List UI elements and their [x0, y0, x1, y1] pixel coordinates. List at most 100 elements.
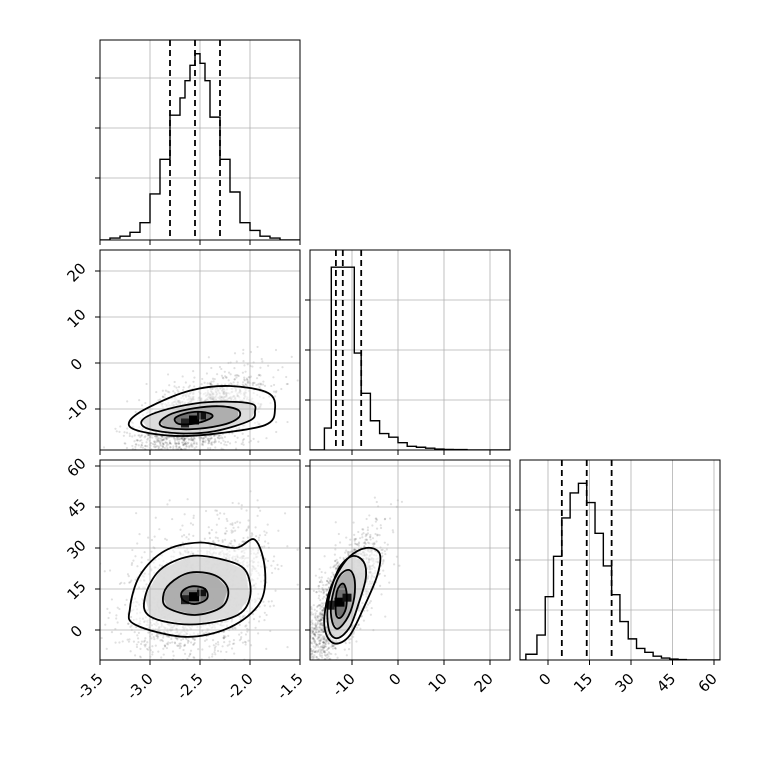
scatter-point — [166, 446, 169, 450]
scatter-point — [321, 641, 324, 644]
scatter-point — [373, 496, 376, 499]
scatter-point — [325, 674, 327, 676]
scatter-point — [221, 376, 224, 379]
scatter-point — [206, 382, 209, 385]
scatter-point — [245, 624, 248, 627]
scatter-point — [334, 647, 337, 650]
scatter-point — [162, 442, 165, 446]
scatter-point — [192, 637, 195, 640]
scatter-point — [356, 543, 359, 546]
scatter-point — [157, 445, 160, 448]
scatter-point — [359, 627, 362, 630]
scatter-point — [147, 663, 149, 665]
scatter-point — [114, 627, 117, 631]
scatter-point — [276, 718, 278, 720]
scatter-point — [275, 421, 278, 424]
scatter-point — [259, 366, 262, 369]
scatter-point — [246, 382, 249, 385]
scatter-point — [224, 538, 227, 541]
scatter-point — [233, 626, 236, 629]
scatter-point — [106, 473, 108, 475]
scatter-point — [275, 390, 278, 393]
scatter-point — [174, 437, 177, 440]
scatter-point — [220, 374, 224, 377]
scatter-point — [242, 352, 245, 355]
scatter-point — [165, 642, 168, 645]
scatter-point — [252, 437, 255, 440]
scatter-point — [155, 437, 158, 440]
scatter-point — [146, 445, 149, 448]
scatter-point — [312, 632, 315, 635]
scatter-point — [218, 437, 221, 440]
scatter-point — [133, 440, 136, 443]
scatter-point — [160, 451, 162, 453]
scatter-point — [144, 435, 147, 438]
scatter-point — [161, 469, 163, 471]
scatter-point — [216, 436, 220, 440]
scatter-point — [100, 636, 103, 640]
scatter-point — [270, 571, 274, 575]
scatter-point — [225, 376, 228, 379]
scatter-point — [153, 638, 156, 641]
scatter-point — [224, 527, 227, 530]
scatter-point — [214, 440, 217, 443]
scatter-point — [220, 367, 223, 371]
scatter-point — [247, 380, 250, 383]
scatter-point — [243, 640, 246, 643]
scatter-point — [181, 437, 184, 440]
scatter-point — [162, 438, 166, 441]
scatter-point — [217, 434, 221, 437]
scatter-point — [186, 641, 190, 644]
scatter-point — [157, 446, 160, 449]
scatter-point — [130, 624, 133, 627]
scatter-point — [264, 558, 267, 561]
scatter-point — [147, 558, 150, 561]
scatter-point — [110, 631, 114, 634]
scatter-point — [144, 645, 147, 648]
scatter-point — [186, 442, 189, 445]
scatter-point — [168, 441, 172, 444]
scatter-point — [322, 592, 325, 595]
scatter-point — [154, 445, 158, 448]
scatter-point — [233, 378, 236, 381]
scatter-point — [262, 600, 265, 603]
scatter-point — [320, 570, 323, 574]
scatter-point — [318, 640, 321, 643]
scatter-point — [140, 439, 143, 442]
scatter-point — [243, 378, 246, 381]
scatter-point — [220, 436, 223, 439]
scatter-point — [162, 672, 164, 674]
scatter-point — [185, 443, 188, 446]
scatter-point — [150, 633, 154, 636]
scatter-point — [183, 437, 186, 440]
scatter-point — [227, 371, 231, 374]
scatter-point — [242, 437, 246, 441]
scatter-point — [115, 614, 118, 617]
scatter-point — [368, 536, 372, 539]
scatter-point — [145, 441, 148, 444]
scatter-point — [204, 435, 207, 438]
scatter-point — [191, 443, 194, 447]
scatter-point — [168, 499, 171, 502]
scatter-point — [246, 627, 249, 631]
scatter-point — [263, 545, 266, 548]
scatter-point — [161, 639, 164, 643]
scatter-point — [145, 647, 149, 651]
scatter-point — [120, 581, 123, 584]
scatter-point — [186, 657, 189, 660]
scatter-point — [167, 472, 169, 474]
scatter-point — [154, 452, 156, 454]
scatter-point — [225, 530, 228, 533]
scatter-point — [320, 634, 323, 637]
scatter-point — [136, 637, 140, 640]
scatter-point — [214, 653, 217, 656]
scatter-point — [157, 440, 160, 443]
scatter-point — [201, 444, 205, 447]
scatter-point — [160, 436, 164, 439]
scatter-point — [357, 542, 361, 545]
scatter-point — [158, 441, 162, 445]
scatter-point — [314, 541, 316, 543]
scatter-point — [238, 543, 241, 546]
scatter-point — [222, 634, 226, 638]
scatter-point — [313, 638, 316, 642]
